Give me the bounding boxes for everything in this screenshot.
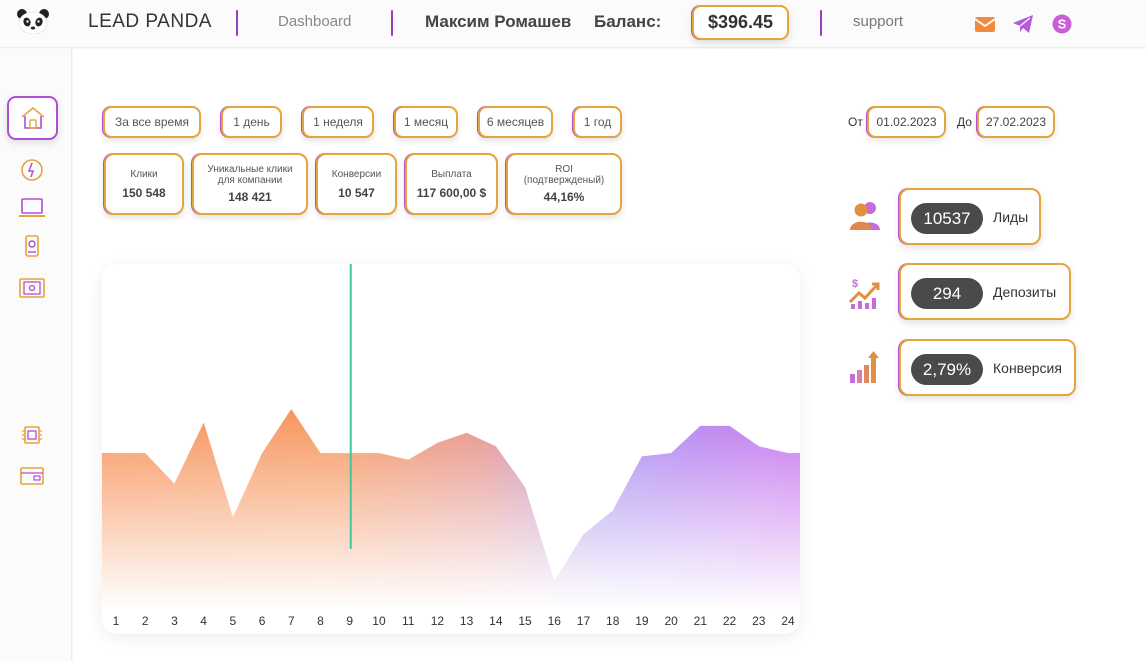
stat-value: 150 548 bbox=[122, 185, 166, 200]
support-link[interactable]: support bbox=[853, 13, 904, 30]
chart-area-fade bbox=[102, 409, 800, 609]
x-tick-label: 23 bbox=[752, 614, 766, 628]
stat-value: 117 600,00 $ bbox=[416, 185, 487, 200]
area-chart: 1 2 3 4 5 6 7 8 9 10 11 12 13 14 15 16 17 18 19 20 21 22 23 24 bbox=[102, 264, 800, 628]
safe-icon[interactable] bbox=[18, 276, 46, 300]
kpi-deposits: 294 Депозиты bbox=[899, 263, 1071, 320]
skype-icon[interactable]: S bbox=[1051, 13, 1073, 35]
stat-label: ROI (подтвержденый) bbox=[523, 164, 605, 186]
home-icon bbox=[21, 106, 45, 129]
kpi-conversion-value: 2,79% bbox=[911, 354, 983, 385]
filter-1-month-button[interactable]: 1 месяц bbox=[394, 106, 458, 138]
user-name[interactable]: Максим Ромашев bbox=[425, 12, 572, 31]
header-divider bbox=[391, 10, 393, 36]
brand-name: LEAD PANDA bbox=[88, 11, 212, 32]
x-tick-label: 6 bbox=[259, 614, 266, 628]
nav-dashboard-link[interactable]: Dashboard bbox=[278, 13, 352, 30]
header-divider bbox=[820, 10, 822, 36]
filter-1-week-button[interactable]: 1 неделя bbox=[302, 106, 374, 138]
sidebar bbox=[0, 49, 72, 661]
laptop-icon[interactable] bbox=[18, 196, 46, 220]
stat-label: Выплата bbox=[431, 168, 472, 180]
kpi-leads-label: Лиды bbox=[993, 209, 1029, 225]
x-tick-label: 22 bbox=[723, 614, 737, 628]
x-tick-label: 2 bbox=[142, 614, 149, 628]
stat-conversions: Конверсии 10 547 bbox=[316, 153, 397, 215]
sidebar-item-home[interactable] bbox=[7, 96, 58, 140]
x-tick-label: 14 bbox=[489, 614, 503, 628]
users-icon bbox=[850, 202, 880, 230]
x-tick-label: 17 bbox=[577, 614, 591, 628]
header-divider bbox=[236, 10, 238, 36]
date-from-input[interactable]: 01.02.2023 bbox=[867, 106, 946, 138]
filter-6-months-button[interactable]: 6 месяцев bbox=[478, 106, 553, 138]
stat-payout: Выплата 117 600,00 $ bbox=[405, 153, 498, 215]
stat-value: 44,16% bbox=[543, 190, 585, 204]
filter-1-day-button[interactable]: 1 день bbox=[221, 106, 282, 138]
svg-text:$: $ bbox=[852, 278, 858, 290]
stat-value: 148 421 bbox=[228, 190, 272, 204]
telegram-icon[interactable] bbox=[1012, 13, 1034, 35]
x-tick-label: 19 bbox=[635, 614, 649, 628]
x-tick-label: 8 bbox=[317, 614, 324, 628]
badge-icon[interactable] bbox=[18, 234, 46, 258]
kpi-conversion: 2,79% Конверсия bbox=[899, 339, 1076, 396]
date-to-label: До bbox=[957, 115, 972, 129]
balance-value[interactable]: $396.45 bbox=[692, 5, 789, 40]
x-tick-label: 10 bbox=[372, 614, 386, 628]
top-header: LEAD PANDA Dashboard Максим Ромашев Бала… bbox=[0, 0, 1146, 48]
panda-logo-icon[interactable] bbox=[16, 8, 50, 34]
chip-icon[interactable] bbox=[18, 423, 46, 447]
stat-label: Конверсии bbox=[331, 168, 382, 180]
x-tick-label: 12 bbox=[431, 614, 445, 628]
x-tick-label: 15 bbox=[518, 614, 532, 628]
x-tick-label: 13 bbox=[460, 614, 474, 628]
kpi-deposits-label: Депозиты bbox=[993, 284, 1057, 300]
date-to-input[interactable]: 27.02.2023 bbox=[977, 106, 1055, 138]
bars-growth-icon bbox=[850, 351, 879, 383]
x-tick-label: 9 bbox=[346, 614, 353, 628]
area-layer bbox=[102, 264, 800, 609]
x-tick-label: 24 bbox=[781, 614, 795, 628]
stat-value: 10 547 bbox=[338, 185, 375, 200]
svg-text:S: S bbox=[1058, 17, 1067, 32]
stat-unique-clicks: Уникальные клики для компании 148 421 bbox=[192, 153, 308, 215]
x-tick-label: 21 bbox=[694, 614, 708, 628]
kpi-leads: 10537 Лиды bbox=[899, 188, 1041, 245]
balance-label: Баланс: bbox=[594, 12, 662, 31]
x-tick-label: 5 bbox=[230, 614, 237, 628]
wallet-icon[interactable] bbox=[18, 464, 46, 488]
stat-label: Клики bbox=[130, 168, 158, 180]
chart-card: 1 2 3 4 5 6 7 8 9 10 11 12 13 14 15 16 17 18 19 20 21 22 23 24 bbox=[102, 264, 800, 634]
x-tick-label: 11 bbox=[402, 614, 415, 628]
stat-label: Уникальные клики для компании bbox=[207, 164, 293, 186]
x-tick-label: 18 bbox=[606, 614, 620, 628]
date-from-label: От bbox=[848, 115, 863, 129]
filter-1-year-button[interactable]: 1 год bbox=[573, 106, 622, 138]
kpi-leads-value: 10537 bbox=[911, 203, 983, 234]
x-tick-label: 4 bbox=[200, 614, 207, 628]
filter-all-time-button[interactable]: За все время bbox=[103, 106, 201, 138]
x-tick-label: 16 bbox=[548, 614, 562, 628]
x-tick-label: 20 bbox=[664, 614, 678, 628]
kpi-deposits-value: 294 bbox=[911, 278, 983, 309]
stat-clicks: Клики 150 548 bbox=[104, 153, 184, 215]
x-tick-label: 3 bbox=[171, 614, 178, 628]
x-tick-label: 7 bbox=[288, 614, 295, 628]
x-axis-labels: 1 2 3 4 5 6 7 8 9 10 11 12 13 14 15 16 17 18 19 20 21 22 23 24 bbox=[113, 614, 795, 628]
stat-roi: ROI (подтвержденый) 44,16% bbox=[506, 153, 622, 215]
x-tick-label: 1 bbox=[113, 614, 120, 628]
kpi-conversion-label: Конверсия bbox=[993, 360, 1062, 376]
mail-icon[interactable] bbox=[974, 13, 996, 35]
lightbulb-icon[interactable] bbox=[18, 158, 46, 182]
deposit-chart-icon: $ bbox=[848, 278, 880, 309]
